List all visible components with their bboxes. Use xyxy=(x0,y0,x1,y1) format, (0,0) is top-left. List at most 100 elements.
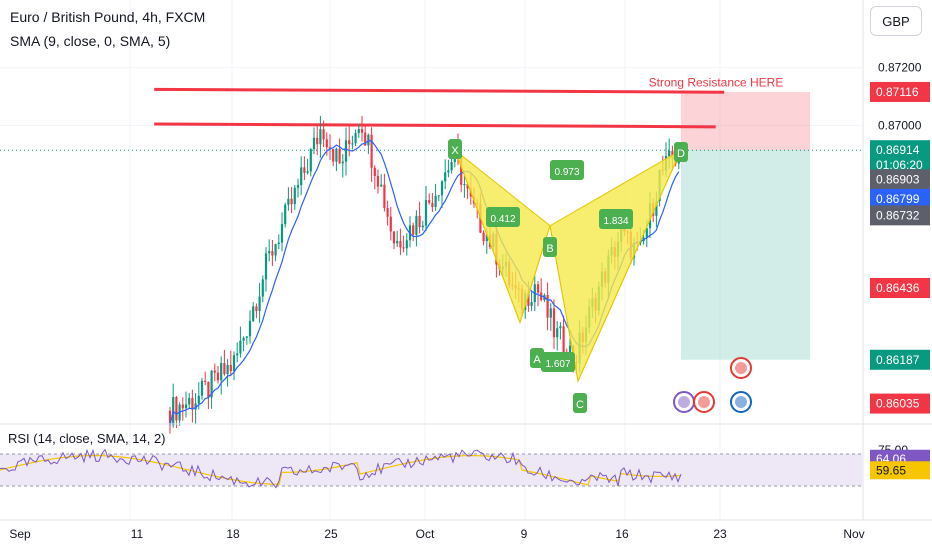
price-label-text: 0.86903 xyxy=(876,172,920,186)
candle xyxy=(386,200,389,226)
pattern-point-a: A xyxy=(530,348,544,368)
pattern-point-label: B xyxy=(546,243,553,255)
pattern-ratio-label: 1.607 xyxy=(545,359,570,370)
candle xyxy=(293,184,296,210)
candle-body xyxy=(364,132,367,146)
pattern-point-box xyxy=(674,142,688,162)
candle-body xyxy=(559,326,562,329)
candle-body xyxy=(245,336,248,338)
candle xyxy=(530,290,533,312)
candle xyxy=(248,310,252,344)
candle xyxy=(552,299,556,349)
time-tick: 16 xyxy=(615,527,629,541)
candle-body xyxy=(546,294,549,318)
candle xyxy=(229,350,232,377)
time-tick: 11 xyxy=(131,527,144,541)
candle-body xyxy=(460,154,463,185)
price-label: 0.86187 xyxy=(870,349,930,370)
candle xyxy=(424,186,428,232)
price-label: 0.86732 xyxy=(870,205,930,226)
candle-body xyxy=(284,204,287,225)
candle xyxy=(546,282,549,331)
candle-body xyxy=(168,410,172,426)
candle xyxy=(556,321,559,351)
candle-body xyxy=(277,242,280,245)
candle xyxy=(536,280,540,307)
candle xyxy=(309,147,312,177)
candle xyxy=(296,178,300,198)
candle xyxy=(204,371,207,386)
candle-body xyxy=(399,241,402,248)
candle-body xyxy=(197,395,200,404)
candle xyxy=(540,278,543,302)
price-label-box xyxy=(870,81,930,102)
sma-indicator-label[interactable]: SMA (9, close, 0, SMA, 5) xyxy=(10,33,171,49)
candle-body xyxy=(556,328,559,338)
resistance-line xyxy=(154,122,716,129)
candle-body xyxy=(444,172,447,182)
pattern-point-box xyxy=(448,139,462,159)
candle-body xyxy=(191,397,194,410)
candle-body xyxy=(252,306,255,321)
candle xyxy=(319,115,322,158)
candle xyxy=(258,283,261,323)
pattern-ratio-box xyxy=(486,207,520,227)
candle-body xyxy=(338,148,341,164)
price-label-text: 0.86436 xyxy=(876,281,920,295)
candle-body xyxy=(428,200,431,203)
price-tick: 0.87000 xyxy=(878,118,922,132)
currency-button[interactable]: GBP xyxy=(870,6,922,36)
candle-body xyxy=(210,370,213,398)
candle xyxy=(284,202,287,228)
price-label: 0.86436 xyxy=(870,277,930,298)
candle xyxy=(549,303,552,331)
candle-body xyxy=(396,241,399,244)
candle-body xyxy=(415,215,418,235)
symbol-title[interactable]: Euro / British Pound, 4h, FXCM xyxy=(10,9,206,25)
event-icon-fill xyxy=(735,396,747,408)
candle xyxy=(213,363,216,382)
candle xyxy=(303,156,306,180)
candle xyxy=(200,377,204,400)
stop-loss-zone xyxy=(681,91,810,151)
candle-body xyxy=(194,403,197,410)
candle xyxy=(216,366,220,384)
price-label: 0.87116 xyxy=(870,81,930,102)
candle xyxy=(335,147,338,171)
candle xyxy=(255,303,258,319)
candle-body xyxy=(236,353,239,356)
pattern-ratio: 0.973 xyxy=(550,160,584,180)
pattern-point-d: D xyxy=(674,142,688,162)
pattern-ratio: 0.412 xyxy=(486,207,520,227)
candle xyxy=(220,356,223,395)
resistance-line xyxy=(154,87,725,94)
candle-body xyxy=(447,170,450,173)
candle-body xyxy=(204,380,207,382)
candle-body xyxy=(268,251,271,254)
candle-body xyxy=(175,397,178,421)
candle xyxy=(264,247,268,292)
candle-body xyxy=(421,225,424,228)
candle-body xyxy=(264,253,268,280)
candle-body xyxy=(300,167,303,186)
pattern-ratio-box xyxy=(541,352,575,372)
candle-body xyxy=(287,198,290,205)
rsi-value-box xyxy=(870,461,930,480)
candle xyxy=(389,207,392,241)
candle xyxy=(274,243,277,262)
candle-body xyxy=(322,129,325,140)
pattern-point-label: D xyxy=(677,148,685,160)
candle xyxy=(376,169,380,194)
candle xyxy=(399,228,402,256)
candle-body xyxy=(389,216,392,232)
price-label-text: 01:06:20 xyxy=(876,158,923,172)
candle-body xyxy=(360,129,364,133)
candle-body xyxy=(316,137,319,145)
event-icon-fill xyxy=(678,396,690,408)
time-tick: Sep xyxy=(9,527,31,541)
candle xyxy=(357,124,360,138)
candle-body xyxy=(527,293,530,306)
candle-body xyxy=(258,296,261,311)
candle xyxy=(287,187,290,211)
